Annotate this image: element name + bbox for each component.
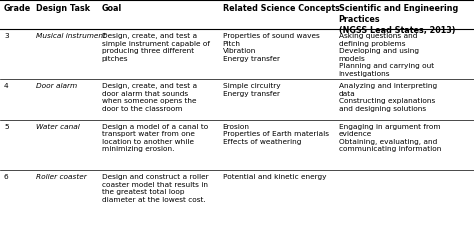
Text: Musical instrument: Musical instrument bbox=[36, 33, 106, 39]
Text: Roller coaster: Roller coaster bbox=[36, 174, 87, 180]
Text: Properties of sound waves
Pitch
Vibration
Energy transfer: Properties of sound waves Pitch Vibratio… bbox=[222, 33, 319, 62]
Text: Design Task: Design Task bbox=[36, 4, 91, 13]
Text: 3: 3 bbox=[4, 33, 9, 39]
Text: Design a model of a canal to
transport water from one
location to another while
: Design a model of a canal to transport w… bbox=[101, 124, 208, 152]
Text: Related Science Concepts: Related Science Concepts bbox=[222, 4, 339, 13]
Text: Grade: Grade bbox=[4, 4, 31, 13]
Text: Goal: Goal bbox=[101, 4, 122, 13]
Text: Design, create, and test a
simple instrument capable of
producing three differen: Design, create, and test a simple instru… bbox=[101, 33, 210, 62]
Text: Door alarm: Door alarm bbox=[36, 83, 77, 89]
Text: 5: 5 bbox=[4, 124, 9, 130]
Text: 4: 4 bbox=[4, 83, 9, 89]
Text: Design and construct a roller
coaster model that results in
the greatest total l: Design and construct a roller coaster mo… bbox=[101, 174, 208, 202]
Text: Asking questions and
defining problems
Developing and using
models
Planning and : Asking questions and defining problems D… bbox=[338, 33, 434, 77]
Text: Simple circuitry
Energy transfer: Simple circuitry Energy transfer bbox=[222, 83, 280, 97]
Text: Potential and kinetic energy: Potential and kinetic energy bbox=[222, 174, 326, 180]
Text: Design, create, and test a
door alarm that sounds
when someone opens the
door to: Design, create, and test a door alarm th… bbox=[101, 83, 197, 112]
Text: Analyzing and interpreting
data
Constructing explanations
and designing solution: Analyzing and interpreting data Construc… bbox=[338, 83, 437, 112]
Text: 6: 6 bbox=[4, 174, 9, 180]
Text: Scientific and Engineering
Practices
(NGSS Lead States, 2013): Scientific and Engineering Practices (NG… bbox=[338, 4, 458, 35]
Text: Water canal: Water canal bbox=[36, 124, 80, 130]
Text: Engaging in argument from
evidence
Obtaining, evaluating, and
communicating info: Engaging in argument from evidence Obtai… bbox=[338, 124, 441, 152]
Text: Erosion
Properties of Earth materials
Effects of weathering: Erosion Properties of Earth materials Ef… bbox=[222, 124, 328, 145]
